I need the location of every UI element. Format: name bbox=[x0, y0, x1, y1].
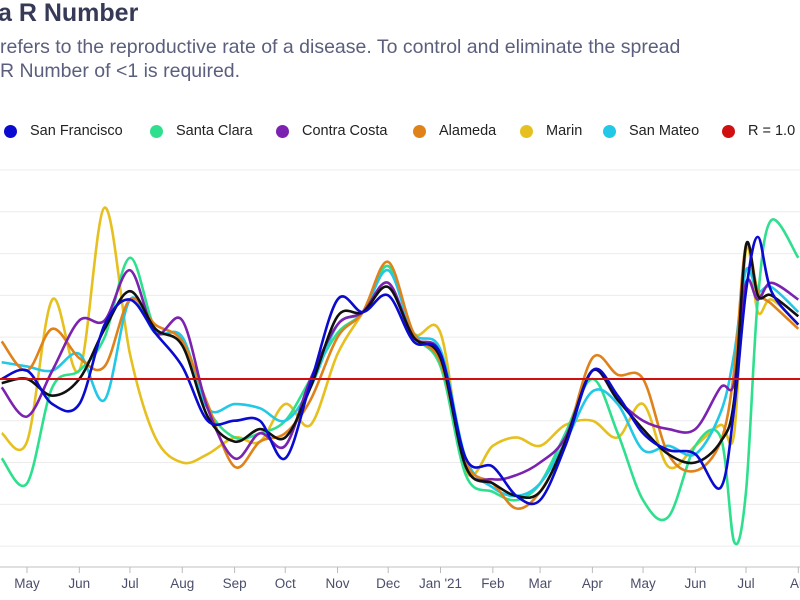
subtitle-line-1: refers to the reproductive rate of a dis… bbox=[0, 36, 681, 58]
legend-label: Contra Costa bbox=[302, 123, 388, 139]
legend-item-san-mateo[interactable]: San Mateo bbox=[603, 121, 699, 141]
legend-item-contra-costa[interactable]: Contra Costa bbox=[276, 121, 387, 141]
legend-dot-icon bbox=[413, 124, 426, 138]
x-tick-label: May bbox=[14, 576, 40, 591]
x-tick-label: Dec bbox=[376, 576, 400, 591]
series-line-black bbox=[1, 240, 800, 500]
legend-item-san-francisco[interactable]: San Francisco bbox=[4, 121, 123, 141]
legend-dot-icon bbox=[4, 124, 17, 138]
series-line-san-francisco bbox=[1, 235, 800, 506]
x-tick-label: Mar bbox=[528, 576, 552, 591]
x-tick-label: May bbox=[630, 576, 656, 591]
x-tick-label: Apr bbox=[582, 576, 604, 591]
chart-title: a R Number bbox=[0, 0, 139, 27]
series-line-contra-costa bbox=[0, 268, 800, 482]
legend-dot-icon bbox=[276, 124, 289, 138]
legend-label: Alameda bbox=[439, 123, 497, 139]
x-tick-label: Jun bbox=[684, 576, 706, 591]
legend-item-santa-clara[interactable]: Santa Clara bbox=[150, 121, 253, 141]
x-tick-label: Jan '21 bbox=[419, 576, 462, 591]
x-tick-label: Sep bbox=[223, 576, 247, 591]
x-tick-label: Jul bbox=[121, 576, 138, 591]
legend-label: Marin bbox=[546, 123, 583, 139]
legend-dot-icon bbox=[722, 124, 735, 138]
subtitle-line-2: R Number of <1 is required. bbox=[0, 60, 241, 82]
x-tick-label: Jun bbox=[68, 576, 90, 591]
legend-dot-icon bbox=[150, 124, 163, 138]
x-axis: May Jun Jul Aug Sep Oct Nov Dec Jan '21 Feb Mar Apr… bbox=[0, 566, 800, 591]
x-tick-label: Oct bbox=[275, 576, 296, 591]
legend-item-r-equals-1[interactable]: R = 1.0 bbox=[722, 121, 795, 141]
series-line-santa-clara bbox=[0, 218, 800, 546]
series-line-marin bbox=[0, 206, 800, 478]
series-lines bbox=[0, 206, 800, 546]
legend-dot-icon bbox=[520, 124, 533, 138]
x-tick-label: Feb bbox=[481, 576, 504, 591]
x-tick-label: Nov bbox=[326, 576, 350, 591]
x-tick-label: Jul bbox=[737, 576, 754, 591]
legend-label: San Mateo bbox=[629, 123, 700, 139]
x-tick-label: Au bbox=[790, 576, 800, 591]
legend-item-marin[interactable]: Marin bbox=[520, 121, 582, 141]
legend-item-alameda[interactable]: Alameda bbox=[413, 121, 496, 141]
legend-label: San Francisco bbox=[30, 123, 123, 139]
legend-label: Santa Clara bbox=[176, 123, 253, 139]
x-tick-label: Aug bbox=[170, 576, 194, 591]
legend-dot-icon bbox=[603, 124, 616, 138]
legend-label: R = 1.0 bbox=[748, 123, 796, 139]
